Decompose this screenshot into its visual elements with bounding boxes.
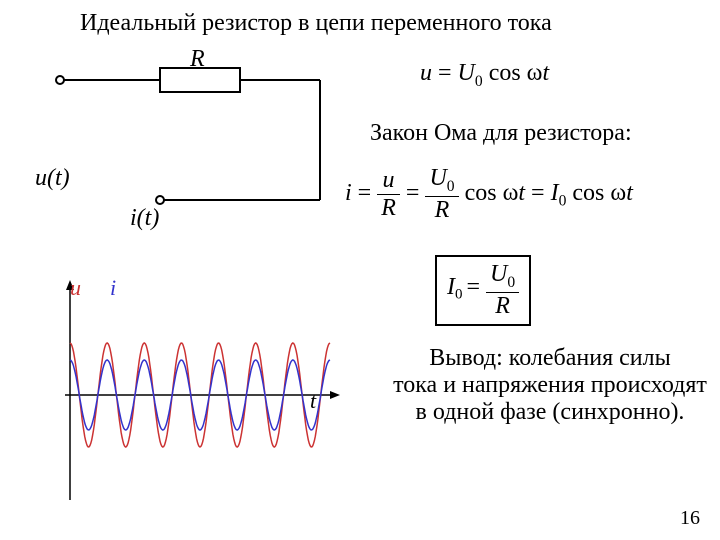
equation-boxed: I0 = U0R xyxy=(435,255,531,326)
ohm-law-title: Закон Ома для резистора: xyxy=(370,120,632,147)
wave-u-label: u xyxy=(70,275,81,301)
wave-plot xyxy=(40,275,340,505)
current-label: i(t) xyxy=(130,205,159,232)
equation-current: i = uR = U0R cos ωt = I0 cos ωt xyxy=(345,165,633,224)
resistor-label: R xyxy=(190,46,205,73)
wave-t-label: t xyxy=(310,388,316,414)
equation-voltage: u = U0 cos ωt xyxy=(420,60,549,91)
wave-i-label: i xyxy=(110,275,116,301)
page-title: Идеальный резистор в цепи переменного то… xyxy=(80,10,552,37)
voltage-label: u(t) xyxy=(35,165,70,192)
page-number: 16 xyxy=(680,507,700,530)
conclusion-text: Вывод: колебания силы тока и напряжения … xyxy=(380,345,720,426)
circuit-diagram xyxy=(40,50,340,220)
